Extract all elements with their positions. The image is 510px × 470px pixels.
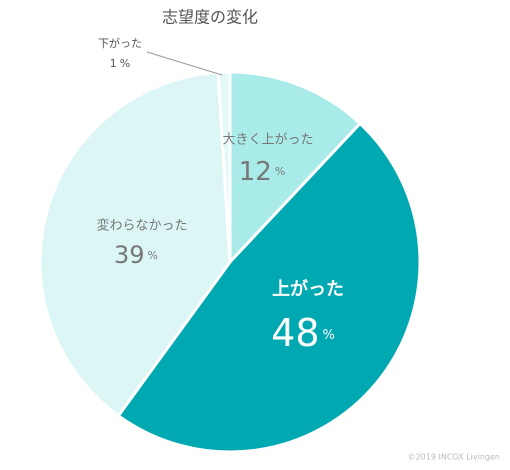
value-number: 48 [271, 311, 319, 355]
value-label: 12% [239, 157, 286, 187]
value-unit: % [148, 249, 158, 262]
pie-slice [38, 70, 232, 418]
footer: ©2019 INCOX Livingen [408, 453, 500, 462]
leader-line [146, 51, 223, 76]
value-label: 48% [271, 311, 335, 355]
value-unit: % [323, 328, 335, 343]
slice-label: 下がった [98, 36, 142, 50]
value-unit: % [120, 57, 130, 70]
value-number: 12 [239, 157, 272, 187]
value-unit: % [275, 165, 285, 178]
pie-slice [116, 121, 422, 454]
chart-title: 志望度の変化 [162, 8, 258, 27]
value-number: 1 [110, 57, 117, 70]
pie-slice [216, 70, 232, 263]
slice-label: 変わらなかった [96, 218, 187, 234]
pie-slice [228, 70, 363, 266]
slice-label: 大きく上がった [222, 133, 313, 148]
value-label: 1% [110, 57, 130, 70]
value-label: 39% [114, 241, 158, 269]
slice-label: 上がった [272, 278, 344, 300]
value-number: 39 [114, 241, 145, 269]
